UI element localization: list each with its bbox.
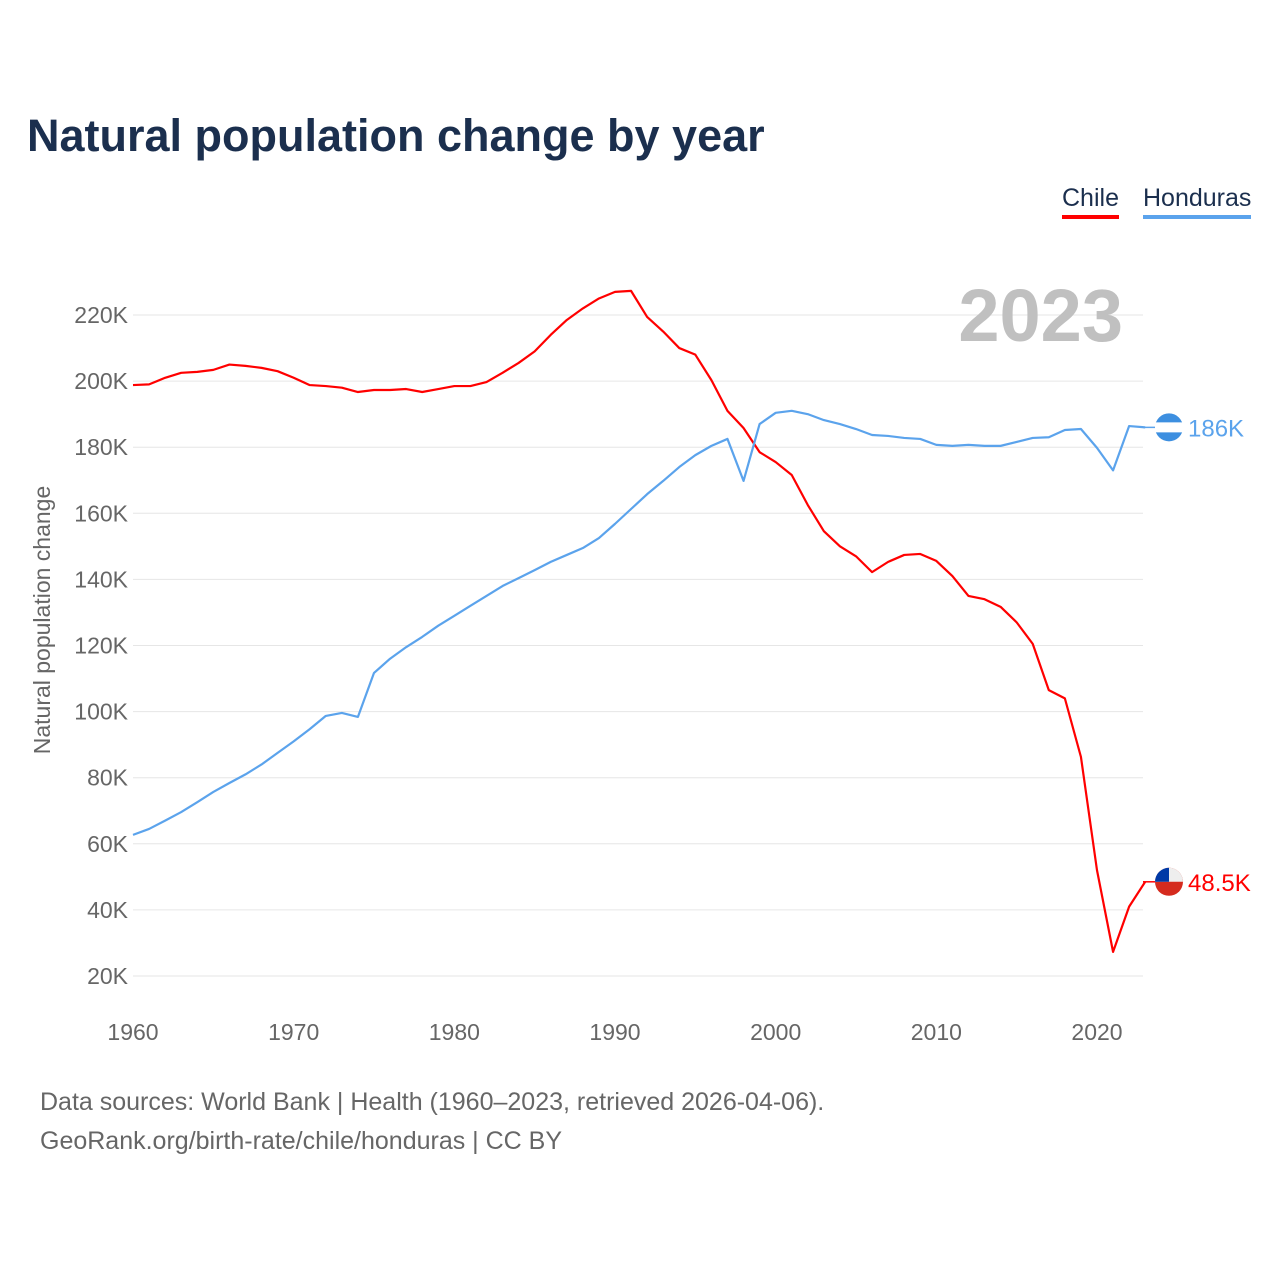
legend-chile[interactable]: Chile — [1062, 184, 1119, 219]
x-tick-label: 1990 — [589, 1019, 640, 1045]
chart-title: Natural population change by year — [27, 110, 765, 161]
y-tick-label: 20K — [87, 963, 129, 989]
footer-attribution[interactable]: GeoRank.org/birth-rate/chile/honduras | … — [40, 1127, 563, 1155]
y-tick-label: 100K — [74, 699, 128, 725]
series-line-chile — [132, 289, 1147, 953]
x-tick-label: 1960 — [107, 1019, 158, 1045]
y-tick-label: 160K — [74, 500, 128, 526]
end-value-label: 48.5K — [1188, 870, 1251, 897]
series-line-honduras — [132, 409, 1146, 836]
y-tick-label: 120K — [74, 633, 128, 659]
flag-blue-canton — [1155, 867, 1169, 882]
y-axis-label: Natural population change — [29, 486, 55, 755]
x-tick-label: 2010 — [911, 1019, 962, 1045]
footer-sources: Data sources: World Bank | Health (1960–… — [40, 1088, 825, 1116]
x-tick-label: 2000 — [750, 1019, 801, 1045]
flag-white-band — [1155, 422, 1183, 433]
x-tick-label: 1970 — [268, 1019, 319, 1045]
y-tick-label: 220K — [74, 302, 128, 328]
y-tick-label: 200K — [74, 368, 128, 394]
x-tick-label: 2020 — [1071, 1019, 1122, 1045]
y-tick-label: 60K — [87, 831, 129, 857]
x-tick-label: 1980 — [429, 1019, 480, 1045]
end-value-label: 186K — [1188, 415, 1244, 442]
y-tick-label: 180K — [74, 434, 128, 460]
y-tick-label: 40K — [87, 897, 129, 923]
y-tick-label: 140K — [74, 566, 128, 592]
legend-honduras[interactable]: Honduras — [1143, 184, 1252, 219]
y-tick-label: 80K — [87, 765, 129, 791]
year-label: 2023 — [958, 274, 1123, 357]
